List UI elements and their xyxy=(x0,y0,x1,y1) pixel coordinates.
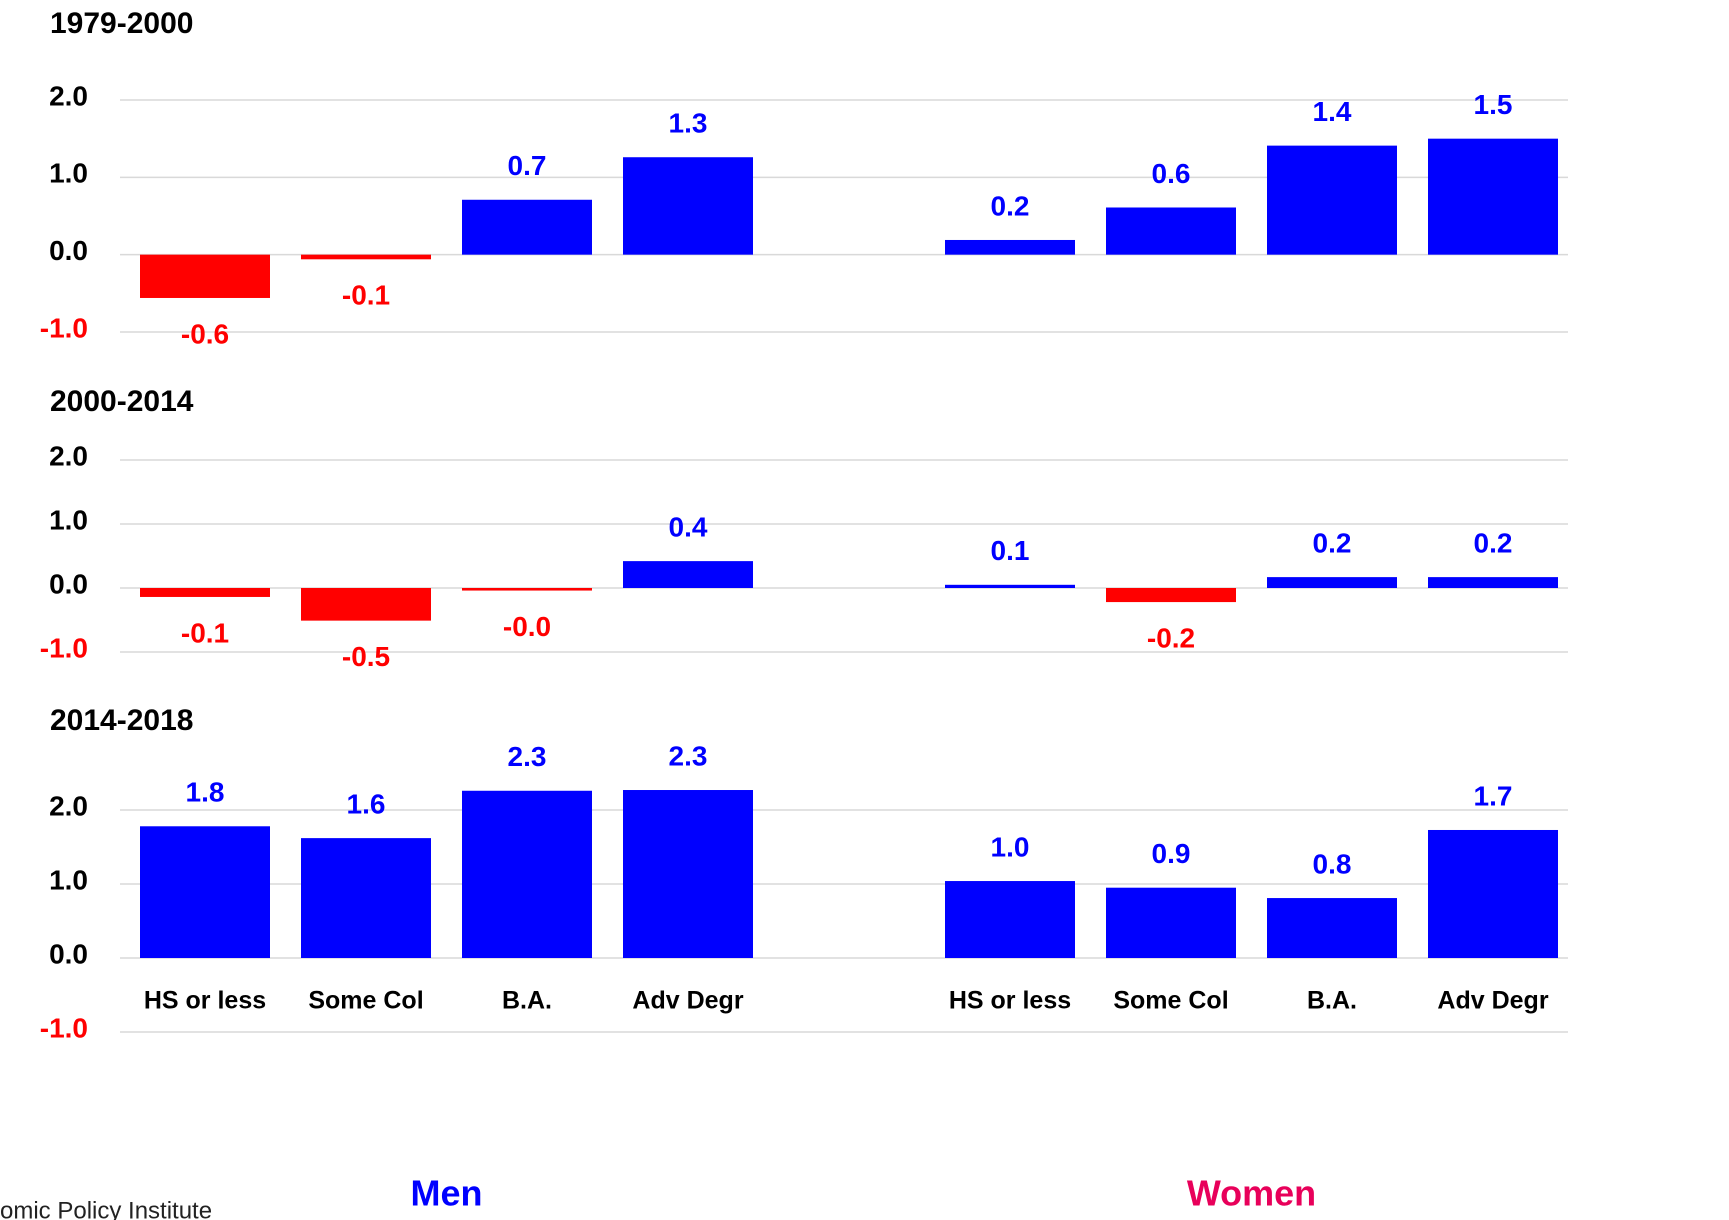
bar xyxy=(140,254,270,298)
bar xyxy=(945,239,1075,255)
value-label: 0.1 xyxy=(991,535,1030,566)
x-tick-label: B.A. xyxy=(502,987,552,1015)
bar xyxy=(301,838,431,958)
value-label: -0.6 xyxy=(181,318,229,349)
x-tick-label: Adv Degr xyxy=(632,987,743,1015)
value-label: 0.2 xyxy=(1474,528,1513,559)
bar xyxy=(1428,577,1558,588)
bar xyxy=(1267,898,1397,958)
panel-title: 1979-2000 xyxy=(50,7,193,40)
panel-title: 2000-2014 xyxy=(50,385,194,418)
value-label: 1.0 xyxy=(991,831,1030,862)
value-label: 0.9 xyxy=(1152,838,1191,869)
value-label: 0.8 xyxy=(1313,848,1352,879)
value-label: 1.8 xyxy=(186,777,225,808)
x-tick-label: Some Col xyxy=(1113,987,1228,1015)
panel-title: 2014-2018 xyxy=(50,704,193,737)
y-tick-label: 2.0 xyxy=(49,790,88,821)
y-tick-label: 1.0 xyxy=(49,504,88,535)
bar xyxy=(140,826,270,958)
value-label: 0.6 xyxy=(1152,158,1191,189)
bar xyxy=(1267,577,1397,588)
bar xyxy=(301,588,431,621)
bar xyxy=(623,157,753,255)
bar xyxy=(140,588,270,597)
y-tick-label: 2.0 xyxy=(49,80,88,111)
value-label: -0.1 xyxy=(181,617,229,648)
value-label: 1.4 xyxy=(1313,96,1352,127)
y-tick-label: 0.0 xyxy=(49,938,88,969)
bar xyxy=(301,254,431,260)
bar xyxy=(1106,887,1236,958)
value-label: 1.5 xyxy=(1474,89,1513,120)
bar xyxy=(1106,207,1236,255)
bar xyxy=(945,881,1075,958)
bar xyxy=(1106,588,1236,603)
bar xyxy=(623,561,753,588)
value-label: -0.5 xyxy=(342,641,390,672)
y-tick-label: 2.0 xyxy=(49,440,88,471)
value-label: 0.4 xyxy=(669,512,708,543)
y-tick-label: -1.0 xyxy=(40,312,88,343)
y-tick-label: 0.0 xyxy=(49,235,88,266)
bar xyxy=(1428,829,1558,958)
value-label: 2.3 xyxy=(508,741,547,772)
x-tick-label: B.A. xyxy=(1307,987,1357,1015)
group-label: Women xyxy=(1187,1173,1316,1214)
group-label: Men xyxy=(411,1173,483,1214)
x-tick-label: Adv Degr xyxy=(1437,987,1548,1015)
value-label: 2.3 xyxy=(669,740,708,771)
bar xyxy=(1267,145,1397,255)
value-label: 1.7 xyxy=(1474,780,1513,811)
bar xyxy=(945,584,1075,588)
source: omic Policy Institute xyxy=(0,1197,212,1220)
bar xyxy=(1428,138,1558,255)
value-label: -0.2 xyxy=(1147,622,1195,653)
bar xyxy=(462,588,592,591)
bar xyxy=(462,199,592,255)
y-tick-label: 1.0 xyxy=(49,864,88,895)
value-label: -0.0 xyxy=(503,611,551,642)
value-label: 0.2 xyxy=(991,190,1030,221)
value-label: 0.2 xyxy=(1313,528,1352,559)
value-label: 1.6 xyxy=(347,789,386,820)
bar xyxy=(623,790,753,958)
bar xyxy=(462,790,592,958)
value-label: 1.3 xyxy=(669,108,708,139)
y-tick-label: 0.0 xyxy=(49,568,88,599)
value-label: 0.7 xyxy=(508,150,547,181)
y-tick-label: -1.0 xyxy=(40,1012,88,1043)
y-tick-label: 1.0 xyxy=(49,158,88,189)
x-tick-label: Some Col xyxy=(308,987,423,1015)
y-tick-label: -1.0 xyxy=(40,632,88,663)
x-tick-label: HS or less xyxy=(144,987,266,1015)
value-label: -0.1 xyxy=(342,280,390,311)
x-tick-label: HS or less xyxy=(949,987,1071,1015)
